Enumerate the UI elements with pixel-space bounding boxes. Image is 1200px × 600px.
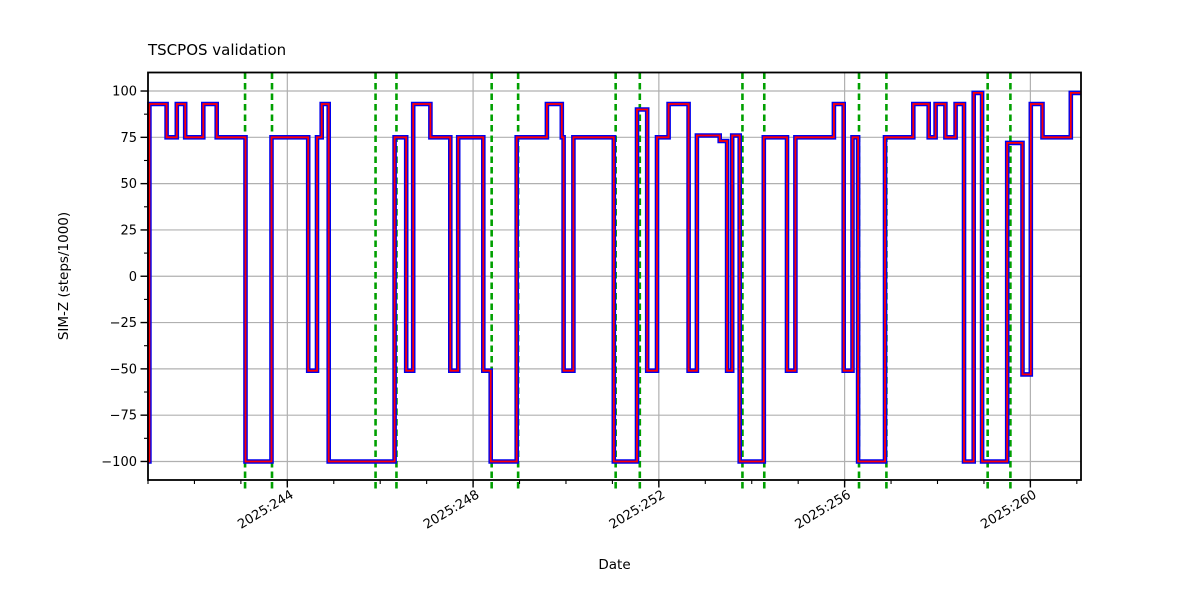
y-tick-label: 25 bbox=[120, 223, 137, 238]
sim-z-validation-overlay bbox=[148, 92, 1081, 463]
y-tick-label: 50 bbox=[120, 177, 137, 192]
x-tick-label: 2025:260 bbox=[978, 488, 1039, 533]
x-tick-label: 2025:256 bbox=[793, 488, 854, 533]
x-tick-label: 2025:252 bbox=[607, 488, 668, 533]
y-tick-label: 100 bbox=[112, 85, 137, 100]
y-tick-label: −100 bbox=[101, 455, 137, 470]
axes-frame bbox=[147, 71, 1082, 481]
chart-title: TSCPOS validation bbox=[147, 41, 286, 59]
y-tick-label: −50 bbox=[110, 362, 137, 377]
axes-spines bbox=[147, 71, 1082, 481]
x-axis-label: Date bbox=[598, 557, 630, 573]
sim-z-step-series bbox=[147, 90, 1081, 464]
event-vlines bbox=[243, 72, 1012, 489]
y-axis-label: SIM-Z (steps/1000) bbox=[56, 212, 72, 340]
x-tick-label: 2025:248 bbox=[421, 488, 482, 533]
y-tick-label: −25 bbox=[110, 316, 137, 331]
y-tick-label: 0 bbox=[129, 270, 137, 285]
axis-tick-labels: 2025:244 2025:248 2025:252 2025:256 2025:260… bbox=[101, 85, 1039, 533]
y-tick-label: −75 bbox=[110, 409, 137, 424]
y-tick-label: 75 bbox=[120, 131, 137, 146]
axis-ticks bbox=[140, 90, 1078, 488]
x-tick-label: 2025:244 bbox=[235, 488, 296, 533]
